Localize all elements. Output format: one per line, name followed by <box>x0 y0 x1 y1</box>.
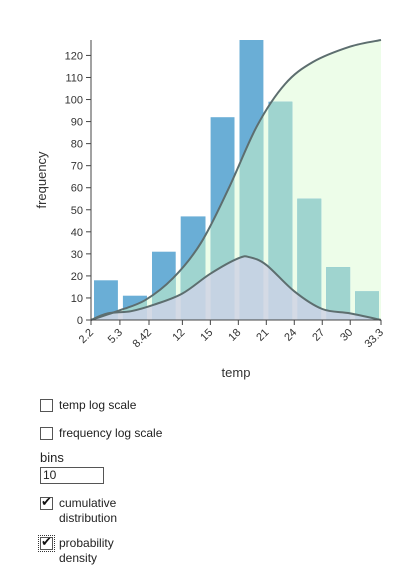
frequency-log-scale-label: frequency log scale <box>59 426 163 440</box>
x-tick-label: 30 <box>338 327 355 344</box>
bar-0 <box>94 280 118 320</box>
y-tick-label: 100 <box>65 95 83 107</box>
y-tick-label: 70 <box>71 161 83 173</box>
bar-4 <box>210 256 235 320</box>
x-tick-label: 2.2 <box>77 327 96 346</box>
y-tick-label: 20 <box>71 271 83 283</box>
x-tick-label: 12 <box>170 327 187 344</box>
bar-7 <box>297 198 322 320</box>
probability-density-label-line1: probability <box>59 536 114 550</box>
bar-8 <box>326 267 351 320</box>
x-axis-label: temp <box>222 365 251 380</box>
y-tick-label: 0 <box>77 315 83 327</box>
density-curve <box>90 255 382 321</box>
temp-log-scale-label: temp log scale <box>59 398 137 412</box>
cumulative-distribution-checkbox[interactable]: ✔ <box>40 494 53 510</box>
x-tick-label: 8.42 <box>130 327 154 351</box>
probability-density-checkbox[interactable]: ✔ <box>38 534 55 552</box>
x-tick-label: 5.3 <box>106 327 125 346</box>
y-tick-label: 110 <box>65 72 83 84</box>
cumulative-curve <box>90 39 382 321</box>
frequency-log-scale-option[interactable]: frequency log scale <box>40 426 162 441</box>
cumulative-distribution-label: cumulative distribution <box>59 496 117 526</box>
bins-input[interactable]: 10 <box>40 467 104 484</box>
cumulative-distribution-label-line2: distribution <box>59 511 118 525</box>
temp-log-scale-checkbox[interactable] <box>40 399 53 412</box>
cumulative-distribution-label-line1: cumulative <box>59 496 117 510</box>
x-tick-label: 21 <box>254 327 271 344</box>
x-tick-label: 33.3 <box>362 327 386 351</box>
y-tick-label: 120 <box>65 50 83 62</box>
x-tick-label: 15 <box>198 327 215 344</box>
y-tick-label: 50 <box>71 205 83 217</box>
x-tick-label: 24 <box>282 327 299 344</box>
checkmark-icon: ✔ <box>41 534 52 549</box>
probability-density-label: probability density <box>59 536 114 566</box>
y-tick-label: 10 <box>71 293 83 305</box>
probability-density-option[interactable]: ✔ probability density <box>38 534 114 566</box>
bins-label: bins <box>40 450 64 465</box>
probability-density-label-line2: density <box>59 551 98 565</box>
y-tick-label: 40 <box>71 227 83 239</box>
x-tick-label: 27 <box>310 327 327 344</box>
frequency-log-scale-checkbox[interactable] <box>40 427 53 440</box>
y-tick-label: 60 <box>71 183 83 195</box>
x-tick-label: 18 <box>226 327 243 344</box>
y-tick-label: 90 <box>71 117 83 129</box>
bar-6 <box>268 101 293 320</box>
bar-9 <box>355 291 379 320</box>
cumulative-distribution-option[interactable]: ✔ cumulative distribution <box>40 494 117 526</box>
histogram-chart: 0 10 20 30 40 50 60 70 80 90 100 110 120 2.2 5.3 8.42 1… <box>34 39 386 380</box>
y-axis: 0 10 20 30 40 50 60 70 80 90 100 110 120 <box>65 40 92 327</box>
y-axis-label: frequency <box>34 151 49 209</box>
bar-5 <box>239 256 264 320</box>
x-axis: 2.2 5.3 8.42 12 15 18 21 24 27 30 33.3 <box>77 319 386 351</box>
checkmark-icon: ✔ <box>41 494 52 509</box>
y-tick-label: 30 <box>71 249 83 261</box>
temp-log-scale-option[interactable]: temp log scale <box>40 398 136 413</box>
y-tick-label: 80 <box>71 139 83 151</box>
